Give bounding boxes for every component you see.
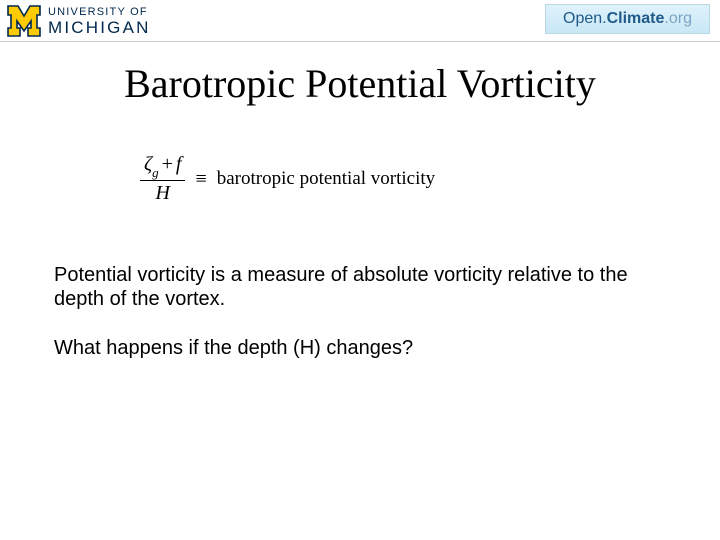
openclimate-climate: Climate xyxy=(607,10,665,28)
umich-logo: UNIVERSITY OF MICHIGAN xyxy=(6,4,151,38)
slide-header: UNIVERSITY OF MICHIGAN Open.Climate.org xyxy=(0,0,720,42)
paragraph-1: Potential vorticity is a measure of abso… xyxy=(54,263,670,312)
openclimate-badge: Open.Climate.org xyxy=(545,4,710,34)
zeta-symbol: ζ xyxy=(144,153,152,175)
zeta-subscript: g xyxy=(152,165,159,180)
body-text: Potential vorticity is a measure of abso… xyxy=(54,263,670,360)
plus-symbol: + xyxy=(159,153,176,175)
paragraph-2: What happens if the depth (H) changes? xyxy=(54,336,670,360)
openclimate-open: Open. xyxy=(563,10,607,28)
equation-fraction: ζg+f H xyxy=(140,153,185,205)
umich-top-line: UNIVERSITY OF xyxy=(48,7,151,18)
equation-label: barotropic potential vorticity xyxy=(217,168,435,190)
umich-bottom-line: MICHIGAN xyxy=(48,19,151,36)
block-m-icon xyxy=(6,4,42,38)
equation-numerator: ζg+f xyxy=(140,153,185,180)
openclimate-org: .org xyxy=(664,10,692,28)
slide-title: Barotropic Potential Vorticity xyxy=(0,60,720,107)
equation-denominator: H xyxy=(140,180,185,205)
umich-wordmark: UNIVERSITY OF MICHIGAN xyxy=(48,7,151,36)
equiv-symbol: ≡ xyxy=(195,168,206,191)
f-symbol: f xyxy=(176,153,182,175)
equation: ζg+f H ≡ barotropic potential vorticity xyxy=(140,153,720,205)
